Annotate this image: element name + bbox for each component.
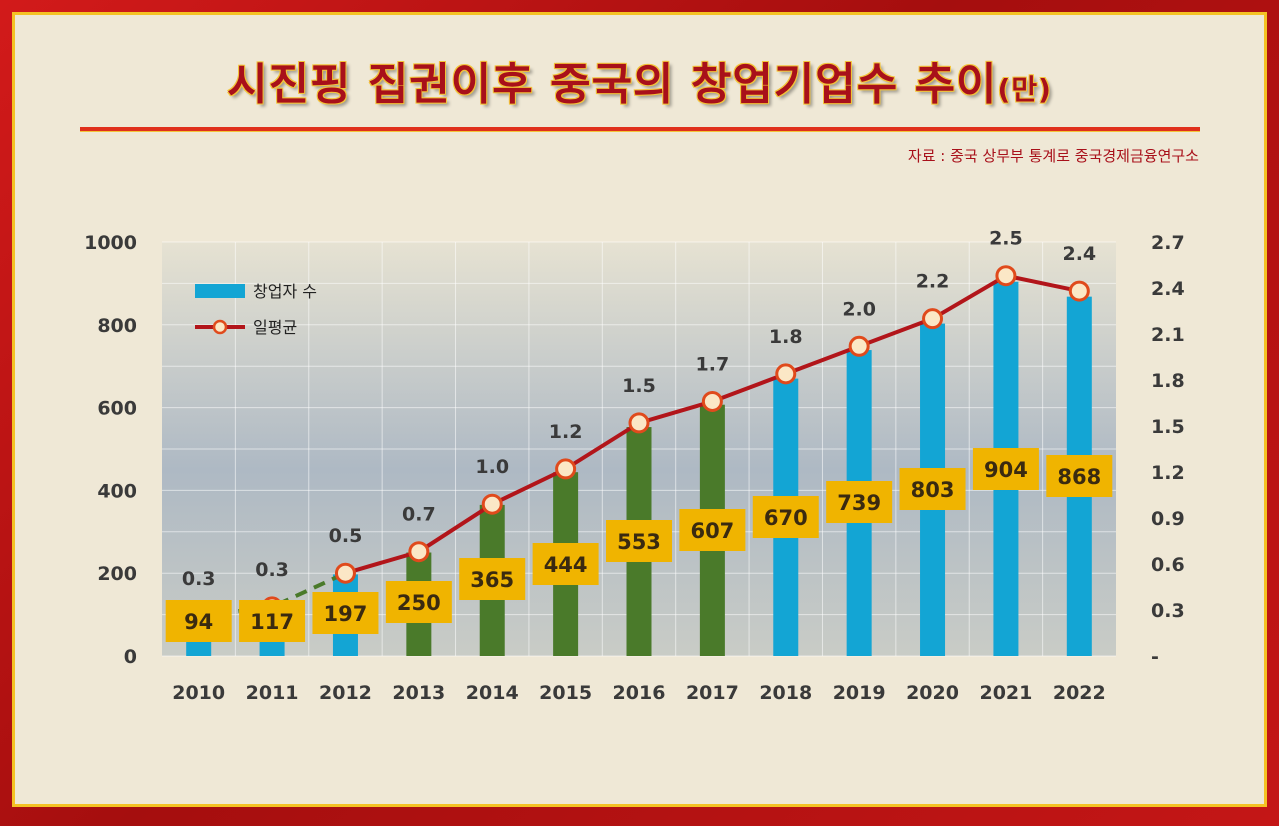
bar-value-label: 94 (184, 610, 213, 634)
line-point-2014 (481, 493, 503, 515)
title-main: 시진핑 집권이후 중국의 창업기업수 추이 (227, 59, 998, 110)
line-point-2019 (848, 335, 870, 357)
right-tick-label: 1.5 (1151, 416, 1185, 438)
right-tick-label: 1.8 (1151, 370, 1185, 392)
left-tick-label: 0 (124, 646, 137, 668)
line-point-2022 (1068, 280, 1090, 302)
line-point-2013 (408, 541, 430, 563)
x-tick-label: 2022 (1053, 682, 1106, 704)
x-tick-label: 2018 (759, 682, 812, 704)
line-point-2017 (701, 390, 723, 412)
value-boxes: 94 117 197 250 365 444 553 607 670 739 803 904 868 (165, 448, 1113, 642)
right-tick-label: - (1151, 646, 1159, 668)
line-point-2021 (995, 265, 1017, 287)
value-box-2015 (532, 543, 599, 585)
title-unit: (만) (997, 73, 1052, 106)
value-box-2013 (385, 581, 452, 623)
legend-bar-label: 창업자 수 (253, 282, 317, 301)
rate-value-label: 2.5 (989, 228, 1023, 250)
x-tick-label: 2012 (319, 682, 372, 704)
left-tick-label: 400 (97, 480, 137, 502)
bar-value-label: 444 (544, 553, 588, 577)
x-tick-label: 2010 (172, 682, 225, 704)
bar-value-label: 670 (764, 506, 808, 530)
x-tick-label: 2017 (686, 682, 739, 704)
x-tick-label: 2020 (906, 682, 959, 704)
line-point-2012 (334, 562, 356, 584)
left-tick-label: 800 (97, 315, 137, 337)
legend-line-label: 일평균 (253, 318, 297, 337)
bar-value-label: 553 (617, 530, 661, 554)
value-box-2014 (459, 558, 526, 600)
x-tick-label: 2016 (613, 682, 666, 704)
bar-value-label: 739 (837, 491, 881, 515)
rate-value-label: 0.7 (402, 504, 436, 526)
rate-value-label: 1.7 (696, 353, 730, 375)
x-tick-label: 2011 (246, 682, 299, 704)
value-box-2016 (606, 520, 672, 562)
value-box-2018 (752, 496, 819, 538)
right-tick-label: 2.4 (1151, 278, 1185, 300)
rate-value-label: 1.8 (769, 326, 803, 348)
right-tick-label: 2.7 (1151, 232, 1185, 254)
rate-value-label: 0.3 (255, 559, 289, 581)
title-divider (80, 127, 1200, 132)
bar-value-label: 250 (397, 591, 441, 615)
x-tick-label: 2021 (979, 682, 1032, 704)
left-tick-label: 1000 (84, 232, 137, 254)
bar-value-label: 607 (690, 519, 734, 543)
value-box-2011 (239, 600, 306, 642)
x-tick-label: 2014 (466, 682, 519, 704)
right-tick-label: 2.1 (1151, 324, 1185, 346)
x-tick-label: 2013 (392, 682, 445, 704)
value-box-2010 (165, 600, 232, 642)
rate-value-label: 1.0 (475, 456, 509, 478)
legend-bar-swatch (195, 284, 245, 298)
bar-value-label: 197 (324, 602, 368, 626)
rate-value-label: 2.0 (842, 298, 876, 320)
rate-value-label: 0.3 (182, 568, 216, 590)
rate-value-label: 2.2 (916, 271, 950, 293)
value-box-2020 (899, 468, 966, 510)
line-point-2015 (555, 458, 577, 480)
bar-value-label: 904 (984, 458, 1028, 482)
x-tick-label: 2019 (833, 682, 886, 704)
value-box-2012 (312, 592, 379, 634)
right-axis: - 0.3 0.6 0.9 1.2 1.5 1.8 2.1 2.4 2.7 (1151, 232, 1185, 668)
line-point-2020 (922, 308, 944, 330)
source-note: 자료 : 중국 상무부 통계로 중국경제금융연구소 (907, 147, 1199, 165)
rate-value-label: 1.2 (549, 421, 583, 443)
right-tick-label: 1.2 (1151, 462, 1185, 484)
line-point-2018 (775, 363, 797, 385)
left-tick-label: 600 (97, 398, 137, 420)
bar-value-label: 365 (470, 568, 514, 592)
right-tick-label: 0.6 (1151, 554, 1185, 576)
rate-value-label: 2.4 (1062, 243, 1096, 265)
value-box-2022 (1046, 455, 1113, 497)
rate-labels: 0.3 0.3 0.5 0.7 1.0 1.2 1.5 1.7 1.8 2.0 2.2 2.5 2.4 (182, 228, 1096, 590)
value-box-2019 (826, 481, 893, 523)
value-box-2021 (972, 448, 1039, 490)
left-tick-label: 200 (97, 563, 137, 585)
left-axis: 0 200 400 600 800 1000 (84, 232, 137, 668)
bar-value-label: 803 (911, 478, 955, 502)
right-tick-label: 0.9 (1151, 508, 1185, 530)
x-tick-label: 2015 (539, 682, 592, 704)
legend-line-marker (212, 319, 228, 335)
bar-value-label: 117 (250, 610, 294, 634)
bar-value-label: 868 (1057, 465, 1101, 489)
rate-value-label: 0.5 (329, 525, 363, 547)
x-axis: 2010 2011 2012 2013 2014 2015 2016 2017 2018 2019… (172, 682, 1106, 704)
rate-value-label: 1.5 (622, 375, 656, 397)
value-box-2017 (679, 509, 746, 551)
page-title: 시진핑 집권이후 중국의 창업기업수 추이(만) (0, 48, 1279, 112)
line-point-2016 (628, 412, 650, 434)
right-tick-label: 0.3 (1151, 600, 1185, 622)
gridlines (162, 241, 1116, 657)
